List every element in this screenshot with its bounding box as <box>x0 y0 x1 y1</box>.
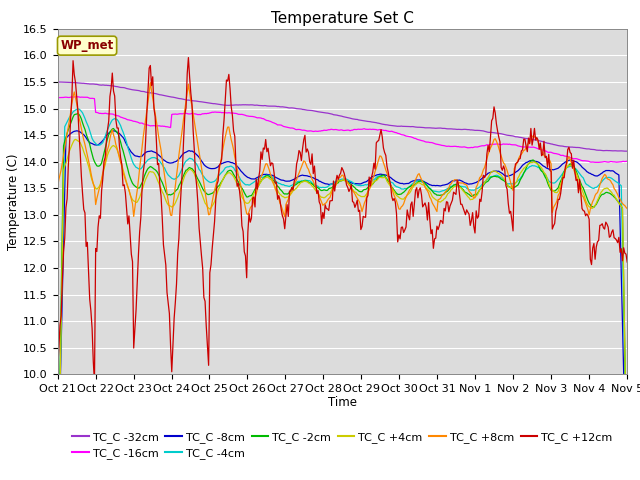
TC_C -8cm <box>401 181 409 187</box>
TC_C -2cm <box>474 191 481 196</box>
TC_C +4cm <box>232 179 240 184</box>
Title: Temperature Set C: Temperature Set C <box>271 11 414 26</box>
Line: TC_C +4cm: TC_C +4cm <box>58 139 627 480</box>
TC_C -16cm <box>401 132 409 138</box>
TC_C +4cm <box>295 182 303 188</box>
TC_C -16cm <box>474 144 481 150</box>
TC_C +8cm <box>573 178 581 183</box>
TC_C -32cm <box>231 102 239 108</box>
TC_C -4cm <box>374 173 381 179</box>
X-axis label: Time: Time <box>328 396 357 408</box>
TC_C -16cm <box>374 127 381 133</box>
TC_C -4cm <box>572 166 580 172</box>
TC_C +12cm <box>184 55 192 60</box>
TC_C +8cm <box>402 194 410 200</box>
TC_C +4cm <box>474 192 481 198</box>
TC_C -8cm <box>474 179 481 184</box>
TC_C +8cm <box>296 167 304 173</box>
Line: TC_C +8cm: TC_C +8cm <box>58 83 627 217</box>
TC_C -8cm <box>572 159 580 165</box>
TC_C +12cm <box>375 138 383 144</box>
Line: TC_C -32cm: TC_C -32cm <box>58 82 627 151</box>
TC_C -32cm <box>623 148 631 154</box>
TC_C -32cm <box>294 106 301 112</box>
TC_C +12cm <box>234 183 241 189</box>
Line: TC_C -16cm: TC_C -16cm <box>58 96 627 162</box>
TC_C +8cm <box>375 156 383 162</box>
TC_C -4cm <box>474 186 481 192</box>
TC_C +12cm <box>296 149 304 155</box>
TC_C +8cm <box>623 206 631 212</box>
Line: TC_C -2cm: TC_C -2cm <box>58 113 627 480</box>
TC_C -8cm <box>232 162 240 168</box>
TC_C -16cm <box>232 110 240 116</box>
TC_C -16cm <box>295 127 303 132</box>
TC_C +12cm <box>54 367 61 372</box>
TC_C +12cm <box>402 224 410 230</box>
TC_C +8cm <box>281 214 289 220</box>
TC_C +4cm <box>72 136 79 142</box>
TC_C +8cm <box>475 179 483 184</box>
TC_C -8cm <box>374 172 381 178</box>
TC_C +4cm <box>401 195 409 201</box>
TC_C -32cm <box>400 123 408 129</box>
TC_C +4cm <box>572 170 580 176</box>
TC_C +8cm <box>232 160 240 166</box>
TC_C -2cm <box>572 168 580 174</box>
TC_C -4cm <box>295 179 303 184</box>
TC_C -8cm <box>73 128 81 134</box>
TC_C -2cm <box>74 110 82 116</box>
TC_C -4cm <box>401 186 409 192</box>
TC_C -2cm <box>295 180 303 186</box>
TC_C +8cm <box>54 184 61 190</box>
TC_C -32cm <box>571 144 579 150</box>
TC_C +12cm <box>91 380 99 385</box>
TC_C -16cm <box>594 159 602 165</box>
TC_C -2cm <box>401 188 409 194</box>
TC_C -2cm <box>232 175 240 181</box>
TC_C +4cm <box>374 177 381 182</box>
TC_C -32cm <box>472 127 480 133</box>
TC_C -4cm <box>232 168 240 174</box>
Line: TC_C +12cm: TC_C +12cm <box>58 58 627 383</box>
TC_C -8cm <box>295 173 303 179</box>
Legend: TC_C -32cm, TC_C -16cm, TC_C -8cm, TC_C -4cm, TC_C -2cm, TC_C +4cm, TC_C +8cm, T: TC_C -32cm, TC_C -16cm, TC_C -8cm, TC_C … <box>72 432 612 459</box>
TC_C -32cm <box>54 79 61 85</box>
Y-axis label: Temperature (C): Temperature (C) <box>7 153 20 250</box>
Line: TC_C -4cm: TC_C -4cm <box>58 109 627 480</box>
TC_C -16cm <box>572 156 580 161</box>
TC_C -16cm <box>623 158 631 164</box>
TC_C +8cm <box>147 80 154 85</box>
Text: WP_met: WP_met <box>60 39 114 52</box>
TC_C -2cm <box>374 175 381 181</box>
Line: TC_C -8cm: TC_C -8cm <box>58 131 627 480</box>
TC_C +12cm <box>573 176 581 182</box>
TC_C +12cm <box>475 214 483 219</box>
TC_C -16cm <box>54 95 61 100</box>
TC_C -32cm <box>372 120 380 126</box>
TC_C -16cm <box>72 94 79 99</box>
TC_C +12cm <box>623 259 631 265</box>
TC_C -4cm <box>74 106 82 112</box>
